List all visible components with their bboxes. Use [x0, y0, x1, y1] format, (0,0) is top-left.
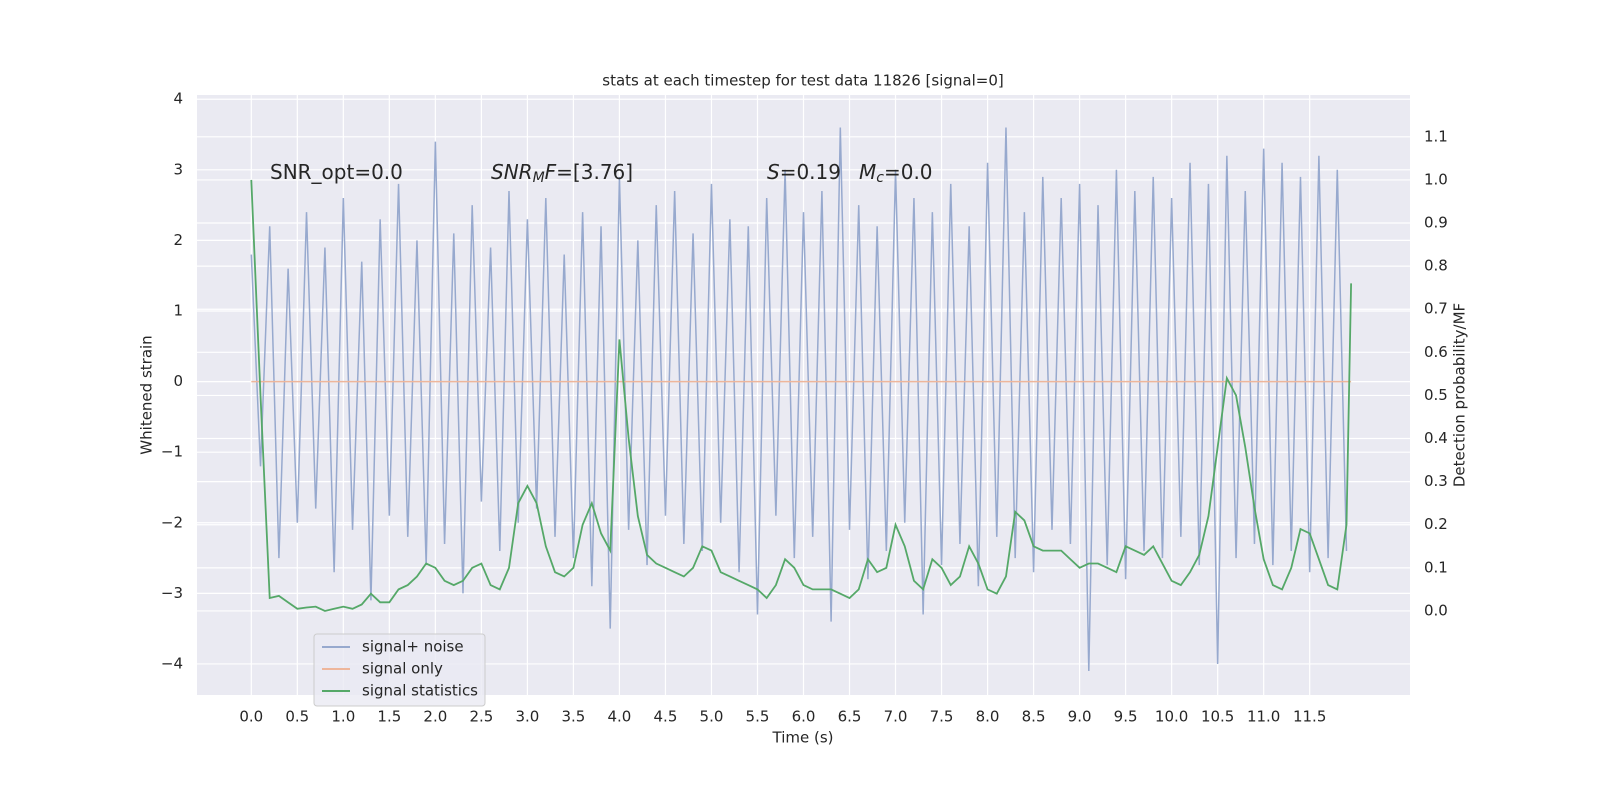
annotation: S=0.19	[767, 160, 841, 184]
y2-tick-label: 0.3	[1424, 472, 1448, 490]
x-tick-label: 9.5	[1114, 708, 1138, 726]
y2-tick-label: 0.1	[1424, 558, 1448, 576]
y-axis-label: Whitened strain	[138, 335, 156, 454]
y-tick-label: 3	[173, 160, 183, 178]
x-tick-label: 8.5	[1022, 708, 1046, 726]
x-tick-label: 2.5	[469, 708, 493, 726]
x-tick-label: 1.5	[377, 708, 401, 726]
y-tick-label: −2	[161, 513, 183, 531]
annotation-tail: =0.0	[884, 160, 933, 184]
x-tick-label: 1.0	[331, 708, 355, 726]
x-tick-label: 7.0	[884, 708, 908, 726]
x-tick-label: 2.0	[423, 708, 447, 726]
x-tick-label: 4.0	[608, 708, 632, 726]
x-tick-label: 10.0	[1155, 708, 1188, 726]
x-tick-label: 5.0	[700, 708, 724, 726]
y2-tick-label: 0.8	[1424, 257, 1448, 275]
annotation-sub: M	[533, 170, 545, 186]
annotation-base: S	[767, 160, 780, 184]
x-tick-label: 3.5	[561, 708, 585, 726]
y2-tick-label: 0.7	[1424, 300, 1448, 318]
x-tick-label: 0.0	[239, 708, 263, 726]
series-line	[250, 127, 1348, 672]
y-tick-label: 0	[173, 372, 183, 390]
x-tick-label: 10.5	[1201, 708, 1234, 726]
y-tick-label: 1	[173, 302, 183, 320]
annotation-base: SNR	[491, 160, 533, 184]
x-tick-label: 4.5	[654, 708, 678, 726]
y2-tick-label: 0.6	[1424, 343, 1448, 361]
x-tick-label: 3.0	[515, 708, 539, 726]
x-tick-label: 6.0	[792, 708, 816, 726]
annotation-tail-rest: =[3.76]	[556, 160, 633, 184]
annotation: Mc=0.0	[859, 160, 933, 187]
x-tick-label: 5.5	[746, 708, 770, 726]
y2-tick-label: 1.0	[1424, 170, 1448, 188]
annotation-sub: c	[876, 170, 884, 186]
y2-tick-label: 1.1	[1424, 127, 1448, 145]
annotation: SNRMF=[3.76]	[491, 160, 633, 187]
marks	[250, 127, 1352, 672]
x-tick-label: 8.0	[976, 708, 1000, 726]
legend-label: signal only	[362, 660, 443, 678]
y2-tick-label: 0.9	[1424, 214, 1448, 232]
y2-tick-label: 0.0	[1424, 601, 1448, 619]
annotation-tail: F=[3.76]	[545, 160, 633, 184]
y-tick-label: −1	[161, 443, 183, 461]
y-tick-label: −3	[161, 584, 183, 602]
y2-tick-label: 0.4	[1424, 429, 1448, 447]
series-line	[250, 179, 1352, 612]
x-tick-label: 11.0	[1247, 708, 1280, 726]
legend-box	[313, 633, 486, 707]
x-tick-label: 6.5	[838, 708, 862, 726]
y2-tick-label: 0.5	[1424, 386, 1448, 404]
y2-tick-label: 0.2	[1424, 515, 1448, 533]
annotation-base: SNR_opt=0.0	[270, 160, 403, 184]
y-tick-label: 4	[173, 90, 183, 108]
y-tick-label: −4	[161, 654, 183, 672]
x-axis-label: Time (s)	[772, 729, 834, 747]
chart-title: stats at each timestep for test data 118…	[602, 72, 1003, 90]
legend-label: signal+ noise	[362, 638, 464, 656]
x-tick-label: 0.5	[285, 708, 309, 726]
x-tick-label: 7.5	[930, 708, 954, 726]
labels: 0.0 0.5 1.0 1.5 2.0 2.5 3.0 3.5 4.0 4.5 5.0 5.5 6.0 6…	[161, 90, 1448, 726]
y-tick-label: 2	[173, 231, 183, 249]
legend-label: signal statistics	[362, 682, 478, 700]
annotation: SNR_opt=0.0	[270, 160, 403, 184]
annotation-tail-italic: F	[545, 160, 557, 184]
x-tick-label: 9.0	[1068, 708, 1092, 726]
annotation-tail: =0.19	[780, 160, 841, 184]
y2-axis-label: Detection probability/MF	[1451, 303, 1469, 487]
x-tick-label: 11.5	[1293, 708, 1326, 726]
annotation-base: M	[859, 160, 876, 184]
